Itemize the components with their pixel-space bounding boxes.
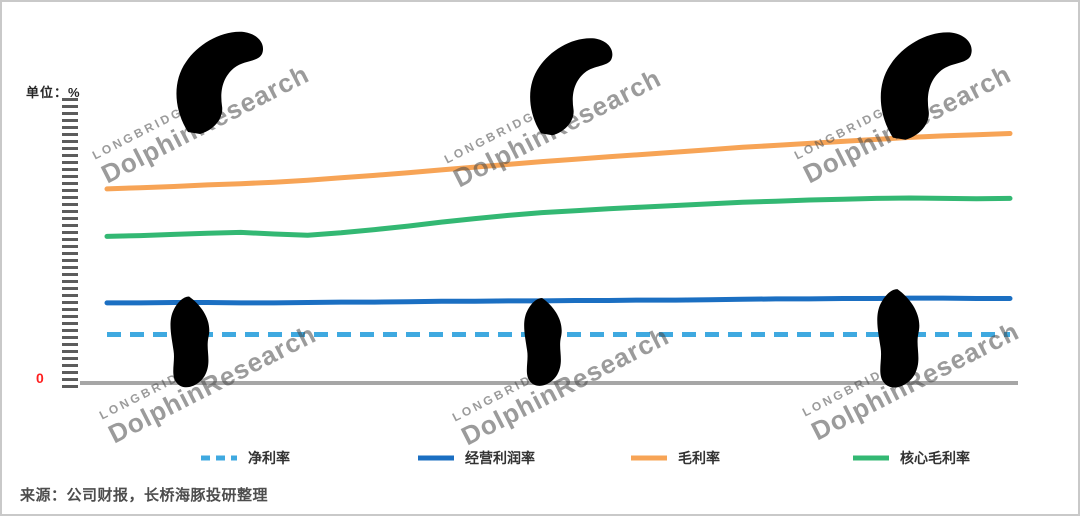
line-series-毛利率 — [104, 131, 1013, 192]
legend-item: 核心毛利率 — [852, 448, 970, 468]
legend: 净利率 经营利润率 毛利率 核心毛利率 — [2, 448, 1078, 474]
legend-label: 经营利润率 — [465, 450, 535, 466]
legend-swatch — [631, 455, 667, 461]
legend-swatch — [201, 455, 237, 461]
line-series-核心毛利率 — [104, 195, 1013, 239]
legend-item: 毛利率 — [630, 448, 720, 468]
legend-swatch — [853, 455, 889, 461]
legend-label: 核心毛利率 — [900, 450, 970, 466]
legend-item: 经营利润率 — [417, 448, 535, 468]
source-note: 来源：公司财报，长桥海豚投研整理 — [20, 487, 269, 504]
y-axis-unit-label: 单位：% — [26, 85, 81, 100]
axis-origin-label: 0 — [36, 370, 44, 386]
legend-label: 毛利率 — [678, 450, 720, 466]
legend-item: 净利率 — [200, 448, 290, 468]
line-series-经营利润率 — [104, 295, 1013, 306]
y-axis-ticks — [62, 98, 78, 388]
legend-label: 净利率 — [248, 450, 290, 466]
legend-swatch — [418, 455, 454, 461]
